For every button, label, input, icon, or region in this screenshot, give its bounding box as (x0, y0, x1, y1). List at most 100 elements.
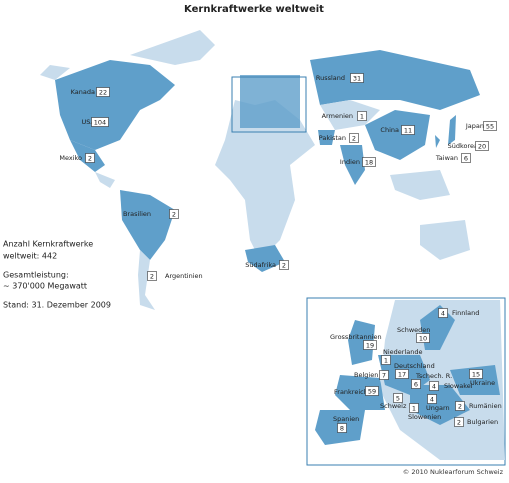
count-box (409, 403, 419, 413)
country-label: China (380, 126, 399, 134)
plant-count: 2 (150, 273, 154, 281)
plant-count: 15 (472, 371, 480, 379)
count-box (381, 355, 391, 365)
plant-count: 20 (478, 143, 486, 151)
country-label: Deutschland (394, 362, 435, 370)
count-box (429, 381, 439, 391)
country-label: USA (82, 118, 96, 126)
country-label: Rumänien (469, 402, 502, 410)
info-line: Gesamtleistung: (3, 271, 69, 280)
count-box (438, 308, 448, 318)
plant-count: 4 (441, 310, 445, 318)
count-box (475, 141, 489, 151)
country-label: Kanada (71, 88, 95, 96)
plant-count: 11 (404, 127, 412, 135)
plant-count: 1 (360, 113, 364, 121)
count-box (357, 111, 367, 121)
count-box (337, 423, 347, 433)
country-label: Finnland (452, 309, 479, 317)
plant-count: 5 (396, 395, 400, 403)
plant-count: 2 (458, 403, 462, 411)
count-box (393, 393, 403, 403)
country-label: Indien (340, 158, 360, 166)
plant-count: 2 (457, 419, 461, 427)
country-label: Brasilien (123, 210, 151, 218)
title: Kernkraftwerke weltweit (184, 4, 324, 15)
plant-count: 6 (414, 381, 418, 389)
plant-count: 4 (430, 396, 434, 404)
plant-count: 4 (432, 383, 436, 391)
plant-count: 8 (340, 425, 344, 433)
plant-count: 31 (353, 75, 361, 83)
count-box (91, 117, 109, 127)
count-box (483, 121, 497, 131)
count-box (455, 401, 465, 411)
plant-count: 2 (352, 135, 356, 143)
country-label: Bulgarien (467, 418, 498, 426)
copyright: © 2010 Nuklearforum Schweiz (403, 468, 504, 476)
count-box (365, 386, 379, 396)
plant-count: 2 (88, 155, 92, 163)
country-label: Russland (316, 74, 345, 82)
plant-count: 2 (172, 211, 176, 219)
country-label: Grossbritannien (330, 333, 382, 341)
count-box (401, 125, 415, 135)
count-box (169, 209, 179, 219)
count-box (363, 340, 377, 350)
count-box (416, 333, 430, 343)
info-line: Anzahl Kernkraftwerke (3, 240, 93, 249)
count-box (85, 153, 95, 163)
plant-count: 7 (382, 372, 386, 380)
europe-inset (306, 297, 506, 466)
plant-count: 104 (94, 119, 106, 127)
country-label: Südafrika (245, 261, 276, 269)
plant-count: 59 (368, 388, 376, 396)
count-box (379, 370, 389, 380)
plant-count: 1 (412, 405, 416, 413)
country-label: Niederlande (383, 348, 423, 356)
plant-count: 18 (365, 159, 373, 167)
plant-count: 6 (464, 155, 468, 163)
country-label: Spanien (333, 415, 359, 423)
country-label: Ungarn (426, 404, 450, 412)
count-box (349, 133, 359, 143)
country-label: Schweiz (380, 402, 407, 410)
plant-count: 1 (384, 357, 388, 365)
europe-frame (231, 76, 307, 133)
count-box (147, 271, 157, 281)
count-box (362, 157, 376, 167)
country-label: Belgien (354, 371, 378, 379)
count-box (461, 153, 471, 163)
plant-count: 10 (419, 335, 427, 343)
count-box (427, 394, 437, 404)
country-label: Ukraine (470, 379, 495, 387)
country-label: Taiwan (435, 154, 458, 162)
info-line: Stand: 31. Dezember 2009 (3, 301, 111, 310)
country-label: Argentinien (165, 272, 203, 280)
plant-count: 2 (282, 262, 286, 270)
country-label: Japan (465, 122, 484, 130)
count-box (411, 379, 421, 389)
count-box (96, 87, 110, 97)
count-box (395, 369, 409, 379)
country-label: Slowenien (408, 413, 441, 421)
country-label: Slowakei (444, 382, 473, 390)
count-box (454, 417, 464, 427)
plant-count: 17 (398, 371, 406, 379)
country-label: Pakistan (319, 134, 346, 142)
plant-count: 19 (366, 342, 374, 350)
country-label: Mexiko (59, 154, 82, 162)
country-label: Frankreich (334, 388, 368, 396)
plant-count: 55 (486, 123, 494, 131)
info-line: weltweit: 442 (3, 252, 57, 261)
country-label: Schweden (397, 326, 430, 334)
info-line: ~ 370'000 Megawatt (3, 282, 87, 291)
count-box (279, 260, 289, 270)
country-label: Tschech. R. (415, 372, 452, 380)
country-label: Armenien (322, 112, 353, 120)
country-label: Südkorea (448, 142, 478, 150)
count-box (350, 73, 364, 83)
continents (40, 30, 480, 310)
count-box (469, 369, 483, 379)
